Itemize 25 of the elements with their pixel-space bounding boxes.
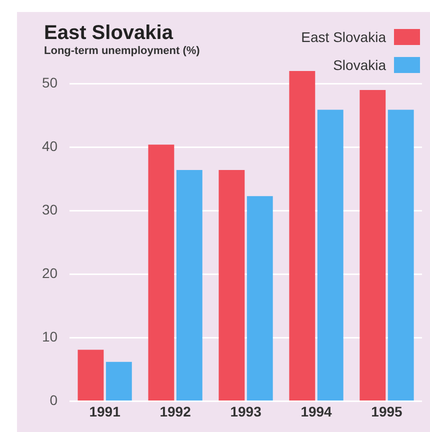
- chart-title: East Slovakia: [44, 22, 173, 45]
- bar: [317, 110, 344, 400]
- y-tick-label: 30: [42, 202, 58, 218]
- bar: [289, 71, 316, 400]
- x-tick-label: 1992: [160, 403, 192, 420]
- x-tick-label: 1993: [230, 403, 262, 420]
- y-tick-label: 10: [42, 328, 58, 345]
- y-tick-label: 40: [42, 138, 58, 154]
- legend-label: East Slovakia: [301, 29, 386, 45]
- legend-label: Slovakia: [333, 57, 386, 73]
- bar: [360, 90, 386, 400]
- x-tick-label: 1995: [371, 403, 403, 420]
- bar: [78, 350, 104, 400]
- bar: [176, 170, 202, 400]
- x-tick-label: 1991: [89, 403, 121, 420]
- bar: [246, 196, 273, 400]
- y-tick-label: 50: [42, 74, 58, 91]
- bar: [388, 110, 414, 400]
- y-tick-label: 0: [50, 392, 58, 408]
- bar: [218, 170, 245, 400]
- chart-subtitle: Long-term unemployment (%): [44, 45, 200, 57]
- x-tick-label: 1994: [300, 403, 332, 420]
- bar: [148, 144, 174, 400]
- y-tick-label: 20: [42, 265, 58, 282]
- bar: [106, 362, 132, 400]
